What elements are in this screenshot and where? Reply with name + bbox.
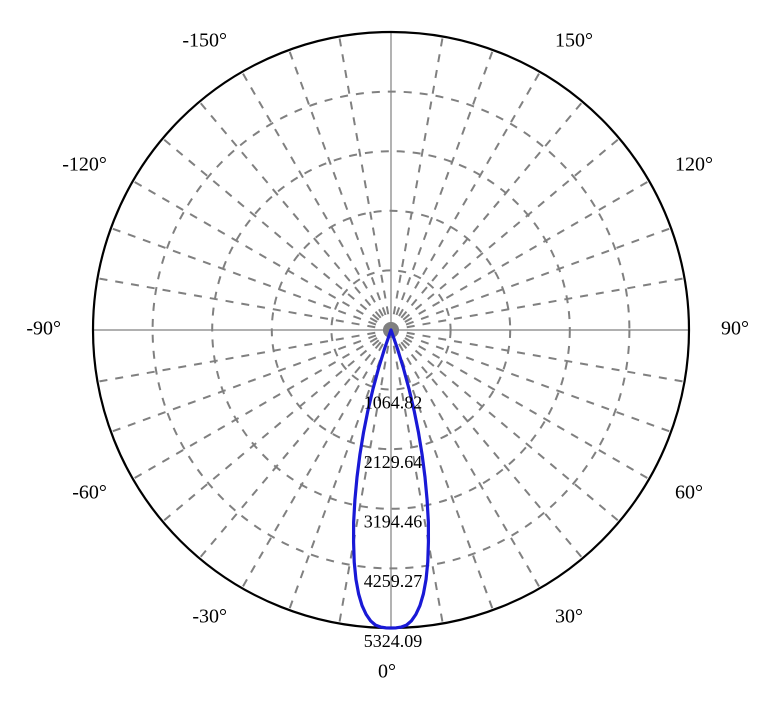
radial-tick-label: 4259.27 (364, 571, 423, 591)
angle-label: 120° (675, 154, 713, 176)
radial-tick-label: 5324.09 (364, 631, 423, 651)
angle-label: 30° (555, 606, 583, 628)
radial-tick-label: 3194.46 (364, 512, 423, 532)
angle-label: 90° (721, 318, 749, 340)
radial-tick-label: 2129.64 (364, 452, 423, 472)
angle-label: -150° (182, 30, 227, 52)
polar-chart: ±180° 150° 120° 90° 60° 30° 0° -30° -60° -90° -120… (0, 0, 783, 711)
radial-tick-label: 1064.82 (364, 392, 423, 412)
angle-label: 150° (555, 30, 593, 52)
angle-label: -60° (72, 482, 107, 504)
angle-label: 60° (675, 482, 703, 504)
angle-label: 0° (378, 661, 396, 683)
angle-label: ±180° (367, 0, 416, 1)
angle-label: -30° (192, 606, 227, 628)
angle-label: -90° (26, 318, 61, 340)
angle-label: -120° (62, 154, 107, 176)
